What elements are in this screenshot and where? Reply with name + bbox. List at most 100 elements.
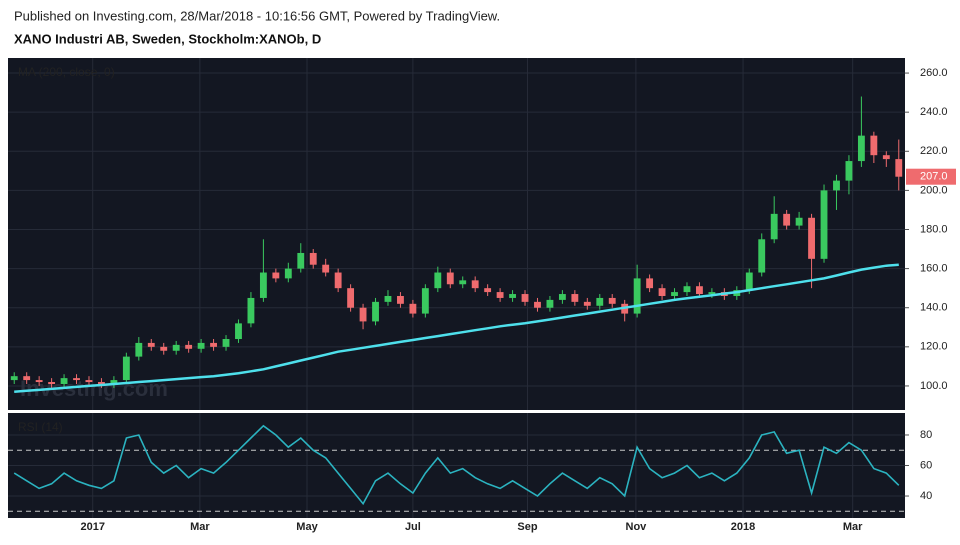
candle-body — [658, 288, 666, 296]
y-tick-label: 100.0 — [920, 380, 948, 392]
candle-body — [558, 294, 566, 300]
candle-body — [671, 292, 678, 296]
candle-body — [459, 280, 467, 285]
candle-body — [546, 299, 554, 308]
series-line — [13, 424, 900, 506]
candle-body — [509, 294, 516, 298]
last-price-tag — [906, 168, 956, 185]
series-name: MA (200, close, 0) — [18, 65, 115, 79]
candle-body — [110, 380, 118, 384]
series-name: RSI (14) — [18, 420, 63, 434]
y-tick-label: 140.0 — [920, 302, 948, 314]
candle-body — [471, 280, 479, 289]
symbol-title: XANO Industri AB, Sweden, Stockholm:XANO… — [14, 31, 321, 46]
last-price-label: 207.0 — [920, 171, 948, 183]
candle-body — [284, 268, 292, 279]
candle-body — [297, 252, 305, 269]
candle-body — [434, 272, 442, 289]
candle-body — [334, 272, 342, 289]
candle-body — [421, 288, 429, 314]
candle-body — [222, 339, 230, 347]
published-note: Published on Investing.com, 28/Mar/2018 … — [14, 8, 500, 23]
candle-body — [758, 239, 766, 273]
candle-body — [521, 294, 529, 302]
candle-body — [272, 272, 280, 279]
y-tick-label: 40 — [920, 490, 932, 502]
candle-body — [446, 272, 454, 285]
candle-body — [397, 295, 404, 304]
candle-body — [870, 135, 878, 156]
y-tick-label: 120.0 — [920, 341, 948, 353]
candle-body — [857, 135, 865, 162]
candle-body — [770, 213, 778, 240]
candle-body — [783, 213, 791, 226]
candle-body — [122, 356, 130, 381]
candle-body — [882, 155, 890, 160]
x-tick-label: Jul — [405, 521, 421, 533]
candle-body — [372, 301, 379, 322]
y-tick-label: 180.0 — [920, 223, 948, 235]
y-tick-label: 80 — [920, 429, 932, 441]
candle-body — [833, 180, 840, 191]
x-tick-label: 2017 — [80, 521, 104, 533]
candle-body — [583, 301, 591, 306]
candle-body — [210, 342, 217, 347]
candle-body — [359, 307, 367, 322]
candle-body — [571, 294, 579, 302]
candle-body — [683, 286, 691, 293]
x-tick-label: Mar — [190, 521, 210, 533]
candle-body — [98, 382, 105, 384]
candle-body — [160, 346, 168, 351]
candle-body — [48, 382, 56, 384]
y-tick-label: 160.0 — [920, 263, 948, 275]
candle-body — [60, 378, 68, 384]
candle-body — [646, 278, 654, 289]
candle-body — [534, 301, 541, 308]
candle-body — [85, 380, 93, 383]
series-line — [14, 263, 899, 394]
candle-body — [845, 161, 853, 181]
candle-body — [745, 272, 753, 291]
price-pane — [8, 58, 905, 410]
candle-body — [496, 292, 504, 298]
candle-body — [808, 217, 815, 259]
candle-body — [347, 288, 355, 308]
candle-body — [322, 264, 330, 273]
y-tick-label: 60 — [920, 459, 932, 471]
candle-body — [309, 252, 317, 265]
x-tick-label: 2018 — [731, 521, 755, 533]
x-tick-label: Sep — [517, 521, 537, 533]
candle-body — [596, 297, 604, 306]
candle-body — [35, 380, 43, 383]
candle-body — [384, 295, 392, 302]
candle-body — [708, 292, 716, 295]
candle-body — [259, 272, 267, 298]
candle-body — [147, 342, 155, 347]
candle-body — [185, 344, 193, 349]
x-tick-label: Mar — [843, 521, 863, 533]
candle-body — [235, 323, 242, 340]
candle-body — [633, 278, 641, 314]
watermark: Investing.com — [20, 376, 168, 401]
candle-body — [608, 297, 616, 304]
candle-body — [247, 297, 255, 324]
candle-body — [135, 342, 143, 357]
y-tick-label: 220.0 — [920, 145, 948, 157]
candle-body — [795, 217, 803, 226]
y-tick-label: 240.0 — [920, 106, 948, 118]
candle-body — [10, 376, 18, 381]
x-tick-label: Nov — [626, 521, 648, 533]
y-tick-label: 200.0 — [920, 184, 948, 196]
candle-body — [172, 344, 180, 351]
y-tick-label: 260.0 — [920, 67, 948, 79]
candle-body — [820, 190, 828, 259]
candle-body — [895, 159, 903, 177]
candle-body — [409, 303, 417, 314]
candle-body — [23, 376, 31, 381]
candle-body — [696, 286, 703, 295]
candle-body — [484, 288, 492, 293]
x-tick-label: May — [296, 521, 318, 533]
candle-body — [73, 378, 80, 381]
candle-body — [197, 342, 205, 349]
